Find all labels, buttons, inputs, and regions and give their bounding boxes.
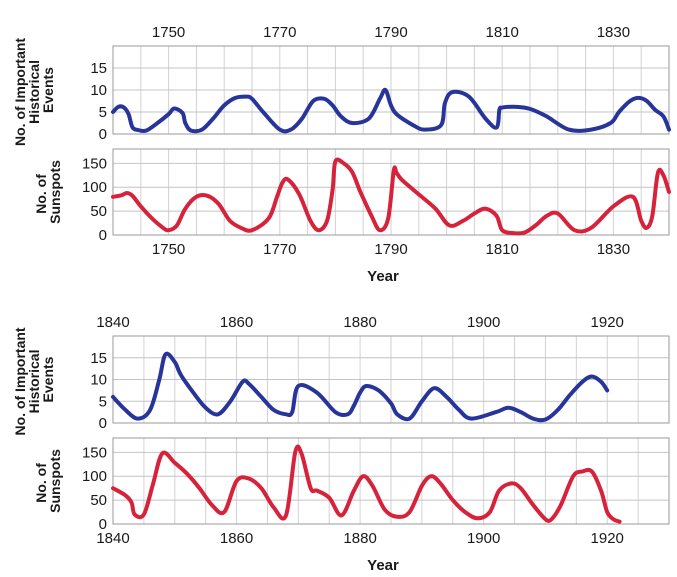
series-lines <box>111 157 671 236</box>
x-tick-label: 1790 <box>374 241 407 258</box>
y-tick-label: 150 <box>82 155 107 172</box>
grid-lines <box>113 438 669 525</box>
x-tick-labels: 1840 1860 1880 1900 1920 <box>96 314 624 331</box>
x-tick-label: 1840 <box>96 530 129 547</box>
series-line <box>111 351 610 423</box>
y-tick-label: 10 <box>90 372 107 389</box>
x-tick-labels: 1840 1860 1880 1900 1920 <box>96 530 624 547</box>
sunspots-chart-1750-1840: 0 50 100 150 1750 1770 1790 1810 1830 No. of Su… <box>33 148 671 285</box>
plot-frame <box>112 437 670 525</box>
y-tick-label: 0 <box>99 415 107 432</box>
x-tick-labels: 1750 1770 1790 1810 1830 <box>152 24 630 41</box>
series-line <box>111 157 671 236</box>
x-tick-label: 1790 <box>374 24 407 41</box>
grid-lines <box>113 46 669 135</box>
x-tick-label: 1810 <box>486 24 519 41</box>
x-tick-label: 1830 <box>597 241 630 258</box>
y-axis-label: No. of Important Historical Events <box>12 324 56 436</box>
y-tick-label: 50 <box>90 492 107 509</box>
y-axis-label: No. of Sunspots <box>33 160 63 224</box>
x-axis-label: Year <box>367 557 399 574</box>
x-tick-labels: 1750 1770 1790 1810 1830 <box>152 241 630 258</box>
x-tick-label: 1860 <box>220 314 253 331</box>
series-lines <box>111 87 671 134</box>
series-lines <box>111 444 622 524</box>
events-chart-1840-1930: 0 5 10 15 1840 1860 1880 1900 1920 No. of Impor… <box>12 314 670 436</box>
series-line <box>111 444 622 524</box>
series-line <box>111 87 671 134</box>
x-tick-label: 1920 <box>591 314 624 331</box>
y-tick-labels: 0 50 100 150 <box>82 155 107 244</box>
x-tick-label: 1770 <box>263 24 296 41</box>
x-tick-label: 1900 <box>467 314 500 331</box>
series-lines <box>111 351 610 423</box>
plot-frame <box>112 335 670 424</box>
y-tick-label: 10 <box>90 82 107 99</box>
plot-frame <box>112 45 670 135</box>
y-tick-label: 5 <box>99 393 107 410</box>
y-axis-label: No. of Sunspots <box>33 449 63 513</box>
x-tick-label: 1840 <box>96 314 129 331</box>
events-chart-1750-1840: 0 5 10 15 1750 1770 1790 1810 1830 No. of Impor… <box>12 24 671 146</box>
y-tick-label: 50 <box>90 203 107 220</box>
x-tick-label: 1750 <box>152 24 185 41</box>
y-tick-label: 5 <box>99 104 107 121</box>
y-tick-label: 0 <box>99 126 107 143</box>
x-tick-label: 1880 <box>343 314 376 331</box>
y-tick-label: 0 <box>99 227 107 244</box>
x-axis-label: Year <box>367 268 399 285</box>
y-tick-label: 100 <box>82 468 107 485</box>
y-tick-label: 0 <box>99 516 107 533</box>
y-tick-labels: 0 5 10 15 <box>90 60 107 143</box>
x-tick-label: 1920 <box>591 530 624 547</box>
y-tick-label: 15 <box>90 350 107 367</box>
x-tick-label: 1810 <box>486 241 519 258</box>
y-tick-labels: 0 50 100 150 <box>82 444 107 533</box>
x-tick-label: 1900 <box>467 530 500 547</box>
y-axis-label: No. of Important Historical Events <box>12 34 56 146</box>
sunspots-chart-1840-1930: 0 50 100 150 1840 1860 1880 1900 1920 No. of Su… <box>33 437 670 574</box>
x-tick-label: 1880 <box>343 530 376 547</box>
y-tick-label: 15 <box>90 60 107 77</box>
y-tick-labels: 0 5 10 15 <box>90 350 107 432</box>
x-tick-label: 1770 <box>263 241 296 258</box>
x-tick-label: 1830 <box>597 24 630 41</box>
y-tick-label: 150 <box>82 444 107 461</box>
x-tick-label: 1750 <box>152 241 185 258</box>
x-tick-label: 1860 <box>220 530 253 547</box>
y-tick-label: 100 <box>82 179 107 196</box>
